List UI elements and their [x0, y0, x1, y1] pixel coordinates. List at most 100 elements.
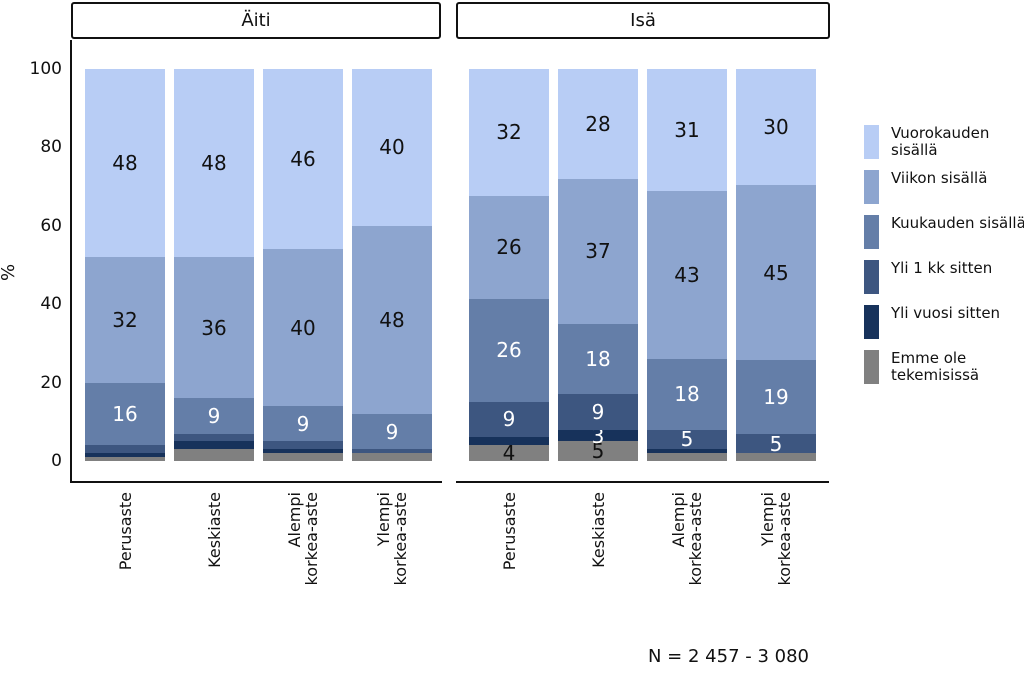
segment-value-label: 9: [207, 403, 221, 428]
x-tick-label: Alempi korkea-aste: [285, 492, 321, 586]
segment-value-label: 5: [591, 439, 605, 464]
bar-segment: 5: [647, 427, 727, 452]
bar-segment: 37: [558, 178, 638, 324]
segment-value-label: 26: [496, 235, 522, 260]
facet-title-isa: Isä: [456, 2, 830, 39]
legend-swatch: [864, 125, 879, 159]
segment-value-label: 5: [680, 427, 694, 452]
segment-value-label: 43: [674, 262, 700, 287]
y-tick-label: 40: [40, 294, 62, 315]
bar-segment: [85, 457, 165, 461]
bar-segment: [647, 449, 727, 454]
bar-segment: 9: [174, 398, 254, 434]
legend-item: Yli vuosi sitten: [864, 305, 1024, 339]
bar-segment: 4: [469, 441, 549, 466]
facet-title-aiti: Äiti: [71, 2, 441, 39]
segment-value-label: 9: [385, 419, 399, 444]
segment-value-label: 37: [585, 239, 611, 264]
bar-segment: [352, 453, 432, 461]
bar-segment: [174, 441, 254, 450]
legend-item: Yli 1 kk sitten: [864, 260, 1024, 294]
legend-label: Viikon sisällä: [891, 169, 988, 187]
bar-segment: 9: [469, 401, 549, 438]
segment-value-label: 40: [379, 135, 405, 160]
y-tick-label: 80: [40, 137, 62, 158]
bar-segment: 32: [469, 69, 549, 196]
x-axis-line-right: [456, 481, 829, 483]
segment-value-label: 4: [502, 441, 516, 466]
bar-segment: 30: [736, 69, 816, 186]
bar-segment: 48: [174, 69, 254, 258]
segment-value-label: 28: [585, 111, 611, 136]
bar-segment: 5: [736, 431, 816, 456]
y-axis-line: [70, 40, 72, 483]
bar-segment: 45: [736, 185, 816, 361]
x-tick-label: Ylempi korkea-aste: [758, 492, 794, 586]
x-axis-line-left: [70, 481, 442, 483]
bar-segment: [352, 449, 432, 454]
segment-value-label: 3: [591, 423, 605, 448]
segment-value-label: 5: [769, 431, 783, 456]
bar-segment: [263, 441, 343, 450]
segment-value-label: 16: [112, 401, 138, 426]
legend-swatch: [864, 350, 879, 384]
x-tick-label: Keskiaste: [204, 492, 224, 568]
bar-segment: [85, 453, 165, 458]
bar-segment: 46: [263, 69, 343, 250]
legend-item: Vuorokauden sisällä: [864, 125, 1024, 159]
bar-segment: [174, 449, 254, 461]
bar-segment: [263, 453, 343, 461]
bar-segment: 40: [263, 249, 343, 407]
segment-value-label: 9: [502, 407, 516, 432]
bar-segment: 32: [85, 257, 165, 383]
segment-value-label: 40: [290, 315, 316, 340]
segment-value-label: 32: [112, 307, 138, 332]
bar-segment: 43: [647, 190, 727, 360]
segment-value-label: 45: [763, 260, 789, 285]
segment-value-label: 36: [201, 315, 227, 340]
bar-segment: [469, 437, 549, 446]
segment-value-label: 31: [674, 117, 700, 142]
segment-value-label: 9: [296, 411, 310, 436]
segment-value-label: 18: [585, 347, 611, 372]
y-tick-label: 100: [29, 59, 62, 79]
segment-value-label: 19: [763, 384, 789, 409]
bar-segment: [736, 453, 816, 461]
x-tick-label: Alempi korkea-aste: [669, 492, 705, 586]
y-tick-label: 60: [40, 215, 62, 236]
bar-segment: [647, 453, 727, 461]
segment-value-label: 30: [763, 115, 789, 140]
legend-item: Emme ole tekemisissä: [864, 350, 1024, 384]
segment-value-label: 48: [379, 307, 405, 332]
bar-segment: 40: [352, 69, 432, 226]
legend-item: Kuukauden sisällä: [864, 215, 1024, 249]
bar-segment: [85, 445, 165, 454]
x-tick-label: Perusaste: [499, 492, 519, 571]
y-tick-label: 0: [51, 451, 62, 471]
bar-segment: 9: [352, 413, 432, 450]
bar-segment: 31: [647, 69, 727, 191]
legend-swatch: [864, 305, 879, 339]
bar-segment: [263, 449, 343, 454]
x-tick-label: Perusaste: [115, 492, 135, 571]
segment-value-label: 9: [591, 399, 605, 424]
bar-segment: 18: [558, 323, 638, 395]
bar-segment: 16: [85, 382, 165, 446]
legend-label: Vuorokauden sisällä: [891, 124, 990, 159]
bar-segment: 19: [736, 360, 816, 434]
segment-value-label: 48: [201, 151, 227, 176]
bar-segment: 9: [263, 406, 343, 442]
legend-label: Yli vuosi sitten: [891, 304, 1001, 322]
bar-segment: 26: [469, 298, 549, 402]
segment-value-label: 48: [112, 151, 138, 176]
y-axis-title: %: [0, 263, 20, 282]
bar-segment: 3: [558, 426, 638, 446]
bar-segment: 28: [558, 69, 638, 179]
legend-swatch: [864, 215, 879, 249]
bar-segment: 26: [469, 195, 549, 299]
legend-swatch: [864, 170, 879, 204]
bar-segment: 5: [558, 441, 638, 461]
x-tick-label: Keskiaste: [588, 492, 608, 568]
legend-item: Viikon sisällä: [864, 170, 1024, 204]
bar-segment: 36: [174, 257, 254, 399]
